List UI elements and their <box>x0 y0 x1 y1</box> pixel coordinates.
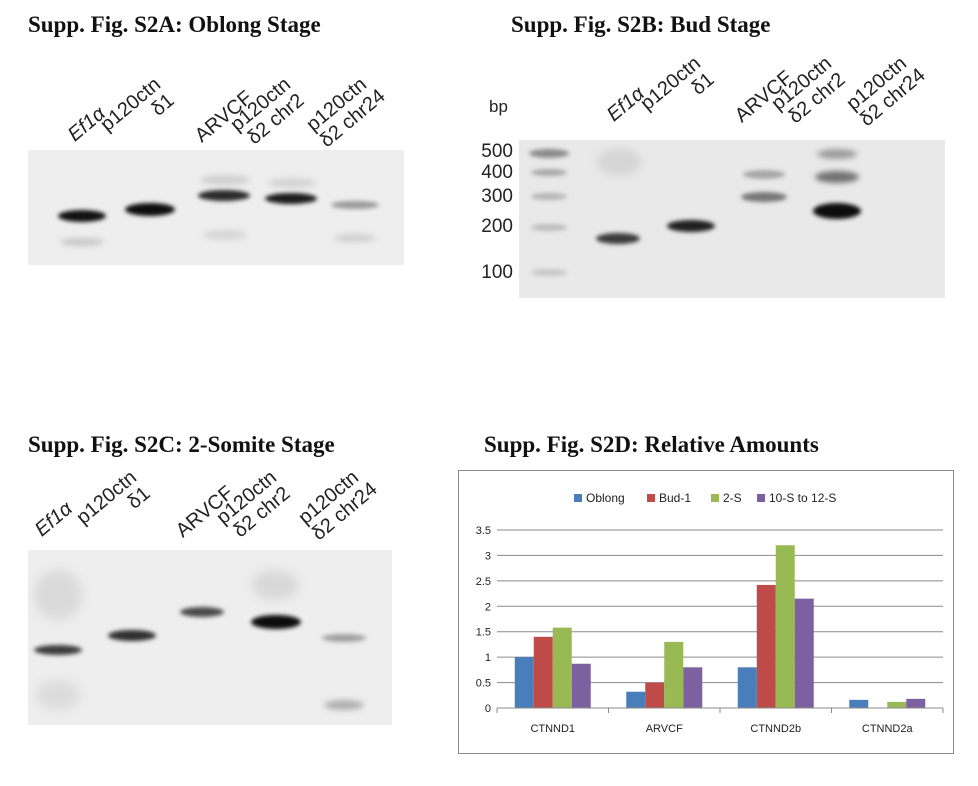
bar <box>794 598 814 708</box>
ladder-band <box>531 269 567 276</box>
relative-amounts-bar-chart: 0 0.5 1 1.5 2 2.5 3 3.5 CTNND1 ARVCF CTNND2b CTNND2… <box>476 491 944 735</box>
gel-band <box>741 192 787 202</box>
panel-c-lane-label-1: Ef1α <box>30 497 77 541</box>
ladder-band <box>531 224 567 231</box>
legend-swatch <box>711 494 719 502</box>
gel-band <box>813 203 861 219</box>
gel-band <box>251 615 301 629</box>
lane-label-line1: Ef1α <box>30 497 77 541</box>
legend-label: 2-S <box>723 491 742 505</box>
gel-band <box>180 607 224 617</box>
bar <box>756 584 776 708</box>
legend-swatch <box>757 494 765 502</box>
panel-c-lane-label-2: p120ctn δ1 <box>72 466 154 545</box>
panel-a-lane-label-5: p120ctn δ2 chr24 <box>302 70 389 152</box>
panel-c-title: Supp. Fig. S2C: 2-Somite Stage <box>28 432 335 457</box>
ladder-label: 500 <box>481 141 513 162</box>
gel-band <box>200 175 250 185</box>
ladder-label: 400 <box>481 162 513 183</box>
gel-band <box>203 230 247 240</box>
gel-band <box>34 570 82 620</box>
bar <box>533 636 553 708</box>
legend-label: 10-S to 12-S <box>769 491 836 505</box>
panel-d-title: Supp. Fig. S2D: Relative Amounts <box>484 432 819 457</box>
legend-swatch <box>574 494 582 502</box>
gel-band <box>252 570 298 600</box>
bar <box>775 545 795 708</box>
gel-band <box>36 680 80 710</box>
y-tick-label: 2 <box>485 601 491 613</box>
panel-a-lane-label-4: p120ctn δ2 chr2 <box>226 73 308 152</box>
panel-a-lane-label-2: p120ctn δ1 <box>96 73 178 152</box>
gel-band <box>108 630 156 641</box>
bar <box>626 691 646 708</box>
gel-band <box>58 210 106 222</box>
gel-band <box>331 201 379 209</box>
bar <box>887 701 907 708</box>
gel-band <box>34 645 82 655</box>
gel-band <box>322 634 366 642</box>
gel-band <box>667 220 715 232</box>
gel-band <box>815 171 859 183</box>
legend-label: Bud-1 <box>659 491 691 505</box>
gel-band <box>334 234 376 242</box>
bar <box>664 641 684 708</box>
x-tick-label: CTNND2b <box>750 723 801 735</box>
gel-band <box>265 193 317 204</box>
y-tick-label: 0 <box>485 703 491 715</box>
gel-band <box>125 203 175 216</box>
bar-chart-container: 0 0.5 1 1.5 2 2.5 3 3.5 CTNND1 ARVCF CTNND2b CTNND2… <box>458 470 954 754</box>
y-tick-label: 2.5 <box>476 576 491 588</box>
ladder-label: 100 <box>481 262 513 283</box>
ladder-label: 200 <box>481 216 513 237</box>
x-tick-label: CTNND2a <box>862 723 914 735</box>
x-tick-label: ARVCF <box>646 723 683 735</box>
bp-label: bp <box>489 97 508 116</box>
panel-b-title: Supp. Fig. S2B: Bud Stage <box>511 12 771 37</box>
bar <box>514 657 534 708</box>
panel-c-lane-label-4: p120ctn δ2 chr2 <box>212 466 294 545</box>
y-tick-label: 3.5 <box>476 525 491 537</box>
y-tick-label: 0.5 <box>476 678 491 690</box>
gel-band <box>60 238 104 246</box>
y-tick-label: 1 <box>485 652 491 664</box>
bar <box>737 667 757 708</box>
bar <box>552 627 572 708</box>
legend-swatch <box>647 494 655 502</box>
ladder-band <box>531 193 567 200</box>
panel-b-lane-label-4: p120ctn δ2 chr2 <box>767 52 849 131</box>
gel-image-a <box>28 150 404 265</box>
panel-a-title: Supp. Fig. S2A: Oblong Stage <box>28 12 321 37</box>
y-tick-label: 3 <box>485 550 491 562</box>
ladder-band <box>531 169 567 176</box>
ladder-label: 300 <box>481 186 513 207</box>
gel-band <box>596 233 640 244</box>
legend-label: Oblong <box>586 491 625 505</box>
gel-band <box>324 700 364 710</box>
bar <box>849 699 869 708</box>
gel-band <box>268 178 316 188</box>
gel-image-c <box>28 550 392 725</box>
panel-b-lane-label-2: p120ctn δ1 <box>636 52 718 131</box>
y-tick-label: 1.5 <box>476 627 491 639</box>
x-tick-label: CTNND1 <box>530 723 575 735</box>
ladder-band <box>529 149 569 158</box>
gel-band <box>817 149 857 159</box>
bar <box>906 698 926 708</box>
bar <box>645 682 665 708</box>
panel-c-lane-label-5: p120ctn δ2 chr24 <box>294 463 381 545</box>
bar <box>571 663 591 708</box>
gel-image-b <box>519 140 945 298</box>
bar <box>683 667 703 708</box>
panel-b-lane-label-5: p120ctn δ2 chr24 <box>842 49 929 131</box>
gel-band <box>743 170 785 179</box>
gel-band <box>198 190 250 201</box>
gel-band <box>597 148 641 176</box>
